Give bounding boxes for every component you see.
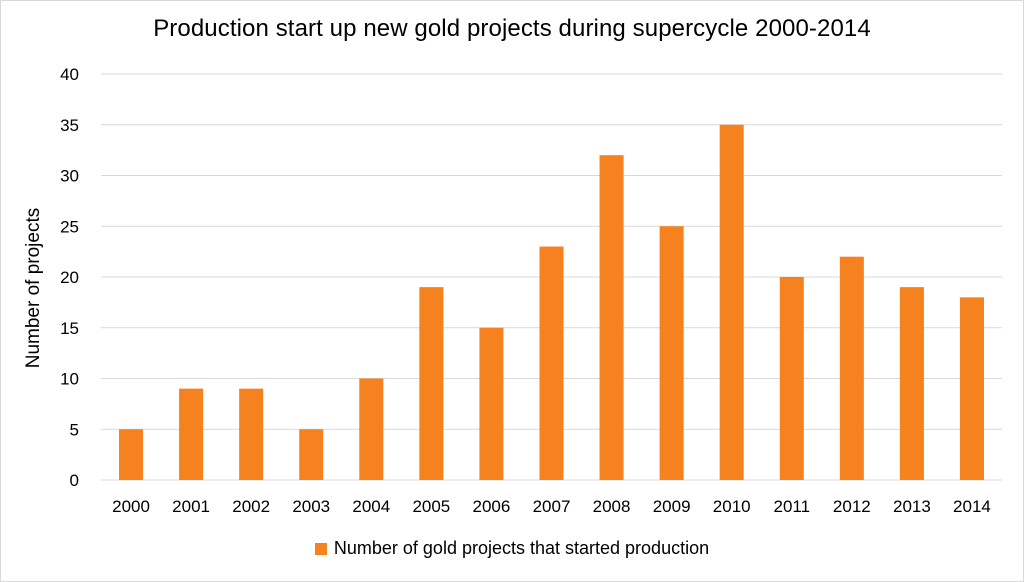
y-tick-label: 10 [60, 370, 79, 389]
x-tick-label: 2010 [713, 497, 751, 516]
bar [959, 297, 984, 480]
x-tick-label: 2014 [953, 497, 991, 516]
y-tick-label: 20 [60, 268, 79, 287]
x-tick-label: 2013 [893, 497, 931, 516]
bar [719, 124, 744, 480]
x-tick-label: 2012 [833, 497, 871, 516]
x-tick-label: 2004 [352, 497, 390, 516]
bar [359, 378, 384, 480]
bar [779, 277, 804, 480]
x-tick-label: 2008 [593, 497, 631, 516]
bar [239, 388, 264, 480]
x-tick-label: 2003 [292, 497, 330, 516]
x-tick-label: 2005 [412, 497, 450, 516]
chart-title: Production start up new gold projects du… [153, 15, 871, 42]
bar [899, 287, 924, 480]
x-tick-label: 2007 [533, 497, 571, 516]
legend: Number of gold projects that started pro… [1, 538, 1023, 559]
legend-label: Number of gold projects that started pro… [333, 538, 710, 558]
y-tick-label: 5 [70, 420, 79, 439]
bar [599, 155, 624, 480]
x-tick-label: 2000 [112, 497, 150, 516]
bar [119, 429, 144, 480]
bar [659, 226, 684, 480]
bar [419, 287, 444, 480]
bar [539, 246, 564, 480]
x-tick-label: 2009 [653, 497, 691, 516]
x-tick-label: 2011 [773, 497, 810, 516]
bar [179, 388, 204, 480]
bar [479, 327, 504, 480]
y-tick-label: 40 [60, 65, 79, 84]
bar [299, 429, 324, 480]
y-tick-label: 0 [70, 471, 79, 490]
x-tick-label: 2001 [172, 497, 210, 516]
y-tick-label: 35 [60, 116, 79, 135]
legend-swatch [314, 542, 327, 555]
x-tick-label: 2002 [232, 497, 270, 516]
bar [839, 256, 864, 480]
y-tick-label: 30 [60, 167, 79, 186]
y-tick-label: 25 [60, 217, 79, 236]
x-tick-label: 2006 [473, 497, 511, 516]
y-tick-label: 15 [60, 319, 79, 338]
